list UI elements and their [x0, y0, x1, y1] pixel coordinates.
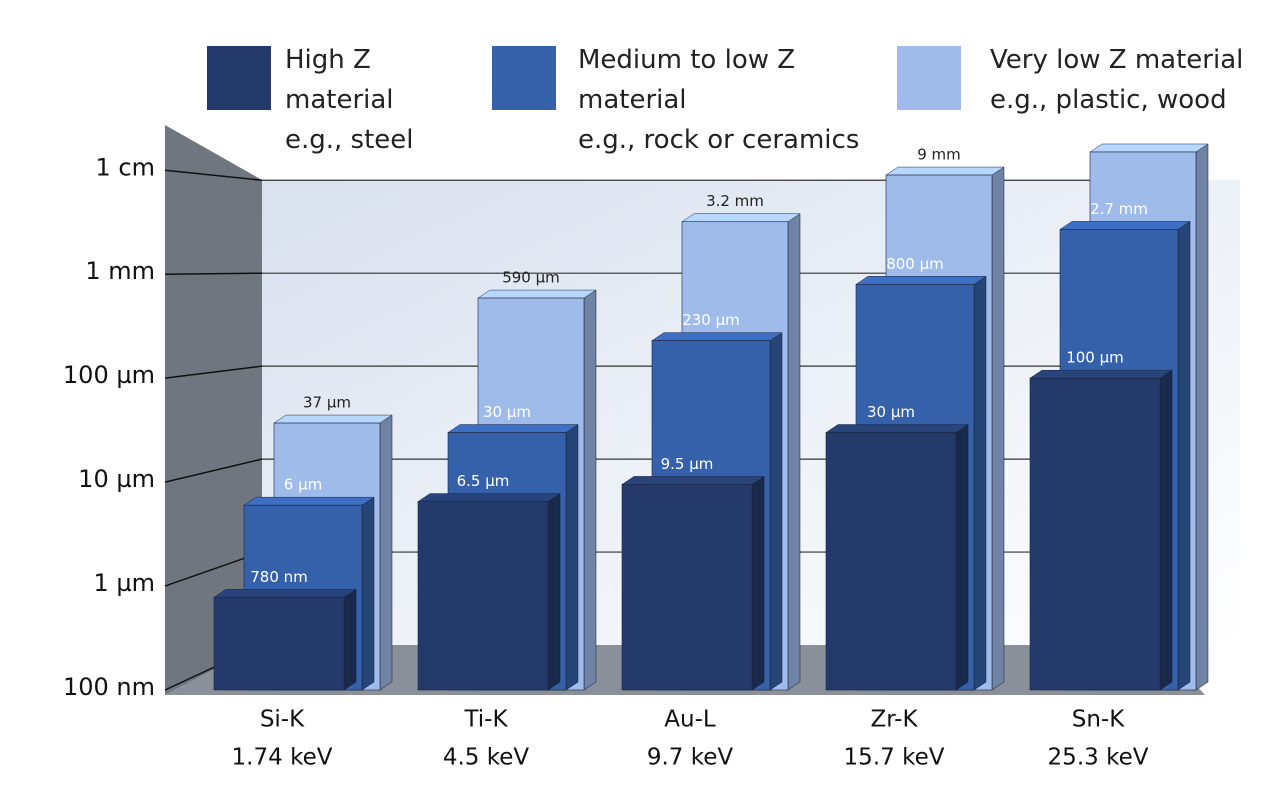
bar	[825, 424, 969, 691]
value-label: 6 µm	[284, 476, 322, 494]
legend-text: High Z material e.g., steel	[285, 40, 425, 160]
bar-side	[769, 332, 783, 691]
legend-swatch	[897, 46, 961, 110]
tick-mark	[164, 365, 263, 379]
bar-side	[787, 213, 801, 691]
bar-front	[621, 484, 753, 691]
bar-top	[855, 276, 987, 285]
legend-swatch	[207, 46, 271, 110]
y-tick-label: 10 µm	[78, 465, 155, 493]
bar-side	[955, 424, 969, 691]
bar-side	[379, 414, 393, 691]
bar-side	[343, 588, 357, 691]
legend-text: Medium to low Z material e.g., rock or ce…	[578, 40, 878, 160]
x-tick-label: 15.7 keV	[844, 745, 945, 771]
value-label: 3.2 mm	[706, 192, 764, 210]
bar-front	[825, 432, 957, 691]
bar-front	[1029, 377, 1161, 691]
x-tick-label: 1.74 keV	[232, 745, 333, 771]
tick-mark	[164, 169, 263, 182]
bar-side	[973, 275, 987, 691]
bar-side	[1195, 143, 1209, 691]
value-label: 800 µm	[886, 255, 944, 273]
bar-side	[1177, 220, 1191, 691]
x-tick-label: 9.7 keV	[647, 745, 734, 771]
value-label: 230 µm	[682, 311, 740, 329]
bar-top	[825, 424, 969, 433]
bar-top	[243, 496, 375, 506]
y-tick-label: 1 mm	[85, 257, 155, 285]
bar-top	[885, 166, 1005, 176]
bar-top	[651, 332, 783, 341]
bar-side	[991, 166, 1005, 691]
x-tick-label: Si-K	[260, 707, 305, 733]
bar-front	[213, 596, 345, 691]
legend-name: High Z material	[285, 45, 394, 115]
legend-example: e.g., rock or ceramics	[578, 125, 860, 155]
bar-top	[447, 424, 579, 433]
tick-mark	[164, 272, 263, 275]
value-label: 30 µm	[867, 403, 915, 421]
x-tick-label: Sn-K	[1072, 707, 1125, 733]
value-label: 6.5 µm	[457, 472, 510, 490]
legend-name: Very low Z material	[990, 45, 1244, 75]
bar-side	[583, 289, 597, 691]
value-label: 37 µm	[303, 394, 351, 412]
y-tick-label: 1 cm	[96, 153, 155, 181]
side-wall	[165, 125, 262, 695]
bar	[417, 493, 561, 691]
legend-text: Very low Z material e.g., plastic, wood	[990, 40, 1280, 120]
y-tick-label: 1 µm	[93, 569, 155, 597]
bar-side	[361, 496, 375, 691]
value-label: 9 mm	[917, 146, 961, 164]
x-tick-label: 4.5 keV	[443, 745, 530, 771]
value-label: 780 nm	[250, 568, 308, 586]
value-label: 100 µm	[1066, 349, 1124, 367]
bar-side	[547, 493, 561, 691]
bar-top	[1089, 143, 1209, 153]
bar-top	[417, 493, 561, 502]
value-label: 590 µm	[502, 269, 560, 287]
bar	[213, 588, 357, 691]
legend-swatch	[492, 46, 556, 110]
y-tick-label: 100 µm	[63, 361, 155, 389]
bar	[621, 475, 765, 691]
x-tick-label: 25.3 keV	[1048, 745, 1149, 771]
bar-top	[1059, 221, 1191, 230]
bar	[1029, 369, 1173, 691]
legend-example: e.g., steel	[285, 125, 414, 155]
x-tick-label: Ti-K	[463, 707, 508, 733]
bar-top	[213, 589, 357, 598]
legend-name: Medium to low Z material	[578, 45, 796, 115]
bar-side	[751, 475, 765, 691]
y-tick-label: 100 nm	[63, 673, 155, 701]
bar-top	[621, 476, 765, 485]
bar-top	[1029, 369, 1173, 379]
value-label: 9.5 µm	[661, 455, 714, 473]
bar-top	[681, 213, 801, 222]
bar-side	[1159, 369, 1173, 691]
value-label: 2.7 mm	[1090, 200, 1148, 218]
bar-top	[477, 289, 597, 299]
x-tick-label: Zr-K	[870, 707, 918, 733]
legend-example: e.g., plastic, wood	[990, 85, 1227, 115]
value-label: 30 µm	[483, 403, 531, 421]
bar-side	[565, 424, 579, 691]
tick-mark	[164, 458, 263, 483]
x-tick-label: Au-L	[664, 707, 716, 733]
bar-top	[273, 414, 393, 424]
bar-front	[417, 501, 549, 691]
